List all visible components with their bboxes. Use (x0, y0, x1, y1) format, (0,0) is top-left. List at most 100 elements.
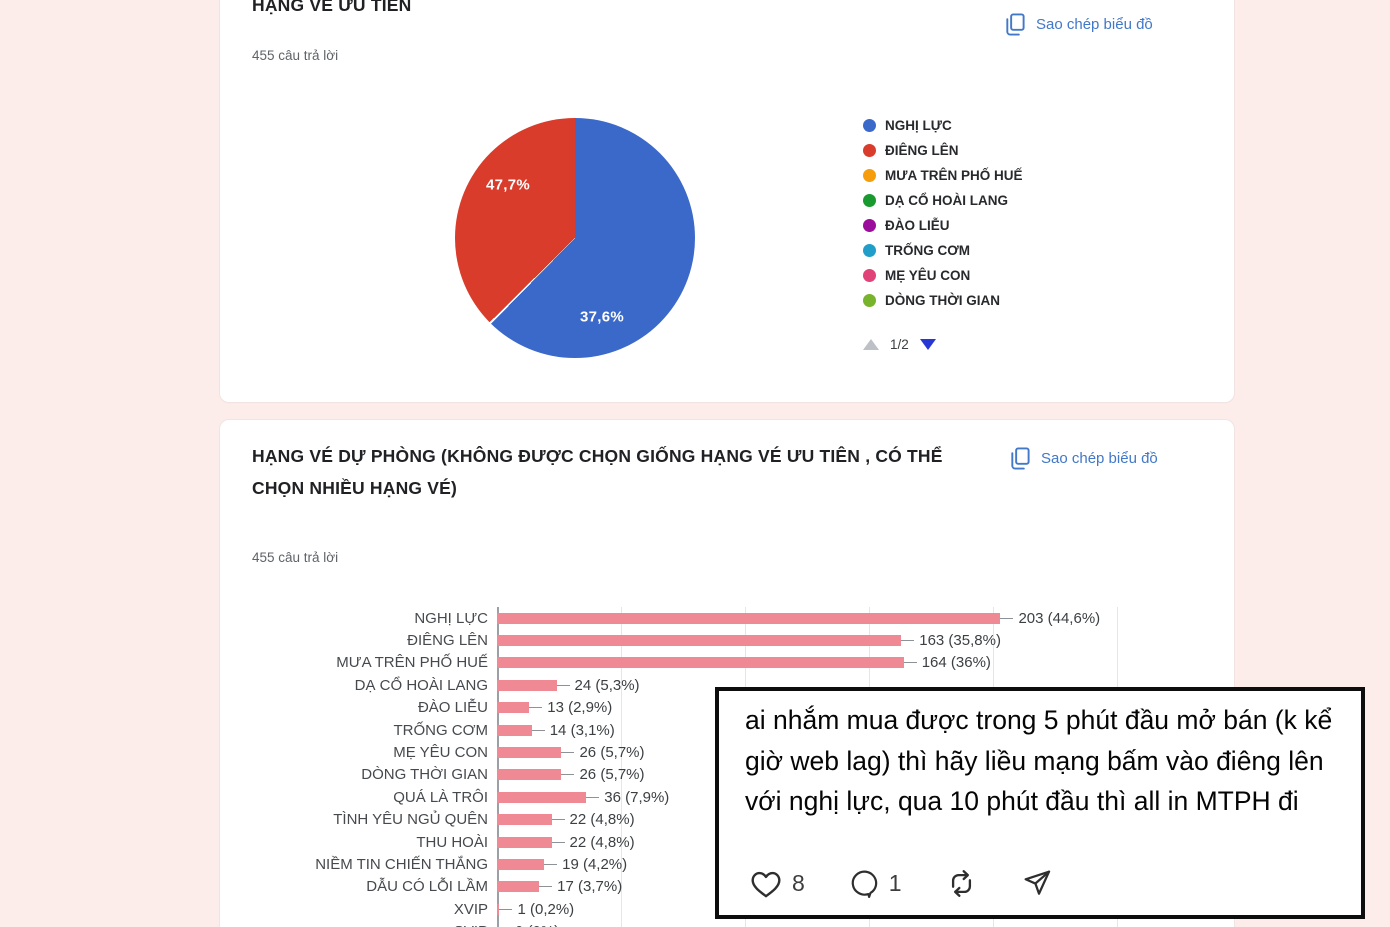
bar-row: NIỀM TIN CHIẾN THẮNG 19 (4,2%) (252, 853, 1202, 875)
legend-item: TRỐNG CƠM (863, 238, 1022, 263)
bar-row: XVIP 1 (0,2%) (252, 898, 1202, 920)
bar-leader-line (531, 729, 545, 731)
bar (497, 858, 545, 870)
repost-icon (951, 869, 971, 897)
bar-value-label: 22 (4,8%) (569, 811, 635, 829)
legend-label: ĐÀO LIỄU (885, 218, 950, 233)
bar-category-label: SVIP (252, 923, 497, 927)
bar (497, 747, 562, 759)
legend-item: MẸ YÊU CON (863, 263, 1022, 288)
bar (497, 657, 904, 669)
bar-category-label: XVIP (453, 900, 488, 918)
legend-color-dot (863, 144, 876, 157)
bar (497, 814, 552, 826)
bar-leader-line (561, 774, 575, 776)
legend-label: NGHỊ LỰC (885, 118, 952, 133)
bar-row: ĐIÊNG LÊN 163 (35,8%) (252, 629, 1202, 651)
legend-page-indicator: 1/2 (890, 337, 909, 352)
legend-color-dot (863, 119, 876, 132)
copy-chart-label: Sao chép biểu đồ (1041, 450, 1158, 467)
bar-leader-line (539, 886, 553, 888)
bar (497, 836, 552, 848)
bar-zone: 22 (4,8%) (497, 811, 1202, 828)
bar-category-label: NIỀM TIN CHIẾN THẮNG (315, 855, 488, 873)
bar-zone: 164 (36%) (497, 654, 1202, 671)
copy-chart-label: Sao chép biểu đồ (1036, 16, 1153, 33)
comment-text: ai nhắm mua được trong 5 phút đầu mở bán… (745, 705, 1333, 816)
bar-zone: 26 (5,7%) (497, 766, 1202, 783)
send-icon (1024, 870, 1050, 895)
bar-category-label: DẠ CỔ HOÀI LANG (354, 676, 488, 694)
bar-leader-line (499, 908, 513, 910)
like-button[interactable]: 8 (749, 867, 805, 899)
bar-zone: 22 (4,8%) (497, 834, 1202, 851)
heart-icon (751, 871, 781, 898)
question-title: HẠNG VÉ DỰ PHÒNG (KHÔNG ĐƯỢC CHỌN GIỐNG … (252, 440, 968, 504)
bar-zone: 203 (44,6%) (497, 610, 1202, 627)
comment-overlay: ai nhắm mua được trong 5 phút đầu mở bán… (715, 687, 1365, 919)
bar-category-label: DÒNG THỜI GIAN (361, 766, 488, 784)
bar (497, 881, 540, 893)
bar-leader-line (544, 863, 558, 865)
bar-row: QUÁ LÀ TRÔI 36 (7,9%) (252, 786, 1202, 808)
legend-prev-icon[interactable] (863, 339, 879, 350)
legend-item: ĐIÊNG LÊN (863, 138, 1022, 163)
legend-item: DÒNG THỜI GIAN (863, 288, 1022, 313)
reply-button[interactable]: 1 (849, 868, 902, 899)
bar-value-label: 19 (4,2%) (562, 855, 628, 873)
legend-item: MƯA TRÊN PHỐ HUẾ (863, 163, 1022, 188)
pie-chart: 47,7% 37,6% (455, 118, 695, 358)
responses-count: 455 câu trả lời (252, 550, 339, 565)
bar-value-label: 26 (5,7%) (579, 744, 645, 762)
reply-count: 1 (888, 869, 902, 896)
bar-zone: 24 (5,3%) (497, 677, 1202, 694)
legend-label: TRỐNG CƠM (885, 243, 971, 258)
bar-leader-line (529, 707, 543, 709)
bar-category-label: THU HOÀI (416, 833, 488, 851)
bar-chart-gridline (621, 607, 622, 927)
bar-chart: NGHỊ LỰC 203 (44,6%) ĐIÊNG LÊN 163 (35,8%) M… (252, 607, 1202, 927)
bar-row: DẠ CỔ HOÀI LANG 24 (5,3%) (252, 674, 1202, 696)
bar-category-label: TRỐNG CƠM (393, 721, 488, 739)
bar-row: ĐÀO LIỄU 13 (2,9%) (252, 697, 1202, 719)
bar-chart-axis-line (497, 607, 499, 927)
bar (497, 635, 902, 647)
bar-leader-line (556, 684, 570, 686)
bar-value-label: 1 (0,2%) (517, 900, 575, 918)
bar-leader-line (901, 640, 915, 642)
legend-color-dot (863, 219, 876, 232)
legend-color-dot (863, 294, 876, 307)
legend-label: MẸ YÊU CON (885, 268, 971, 283)
legend-label: DẠ CỔ HOÀI LANG (885, 193, 1008, 208)
bar (497, 769, 562, 781)
question-card-priority: HẠNG VÉ ƯU TIÊN 455 câu trả lời Sao chép… (220, 0, 1234, 402)
legend-color-dot (863, 269, 876, 282)
bar-row: MƯA TRÊN PHỐ HUẾ 164 (36%) (252, 652, 1202, 674)
bar (497, 612, 1001, 624)
legend-label: MƯA TRÊN PHỐ HUẾ (885, 168, 1023, 183)
bar-leader-line (903, 662, 917, 664)
bar-value-label: 17 (3,7%) (557, 878, 623, 896)
repost-button[interactable] (946, 868, 977, 899)
bar-row: DẪU CÓ LỖI LẦM 17 (3,7%) (252, 876, 1202, 898)
copy-chart-button[interactable]: Sao chép biểu đồ (1004, 442, 1162, 475)
copy-icon (1011, 447, 1030, 470)
bar-row: SVIP 0 (0%) (252, 920, 1202, 927)
legend-color-dot (863, 244, 876, 257)
bar-zone: 1 (0,2%) (497, 901, 1202, 918)
legend-next-icon[interactable] (919, 339, 936, 350)
bar-zone: 13 (2,9%) (497, 699, 1202, 716)
legend-color-dot (863, 194, 876, 207)
bar-category-label: ĐÀO LIỄU (417, 699, 488, 717)
bar-leader-line (561, 752, 575, 754)
bar-row: DÒNG THỜI GIAN 26 (5,7%) (252, 764, 1202, 786)
bar (497, 791, 587, 803)
bar-value-label: 164 (36%) (921, 654, 991, 672)
share-button[interactable] (1021, 867, 1053, 899)
bar-category-label: QUÁ LÀ TRÔI (393, 788, 488, 806)
pie-percent-label-red: 47,7% (485, 176, 531, 194)
bar (497, 702, 530, 714)
copy-chart-button[interactable]: Sao chép biểu đồ (999, 8, 1157, 41)
bar-zone: 26 (5,7%) (497, 744, 1202, 761)
bar-row: THU HOÀI 22 (4,8%) (252, 831, 1202, 853)
